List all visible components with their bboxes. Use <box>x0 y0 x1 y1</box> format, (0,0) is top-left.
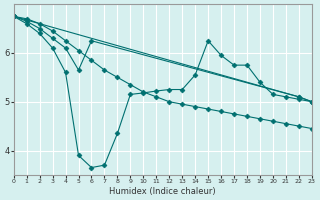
X-axis label: Humidex (Indice chaleur): Humidex (Indice chaleur) <box>109 187 216 196</box>
